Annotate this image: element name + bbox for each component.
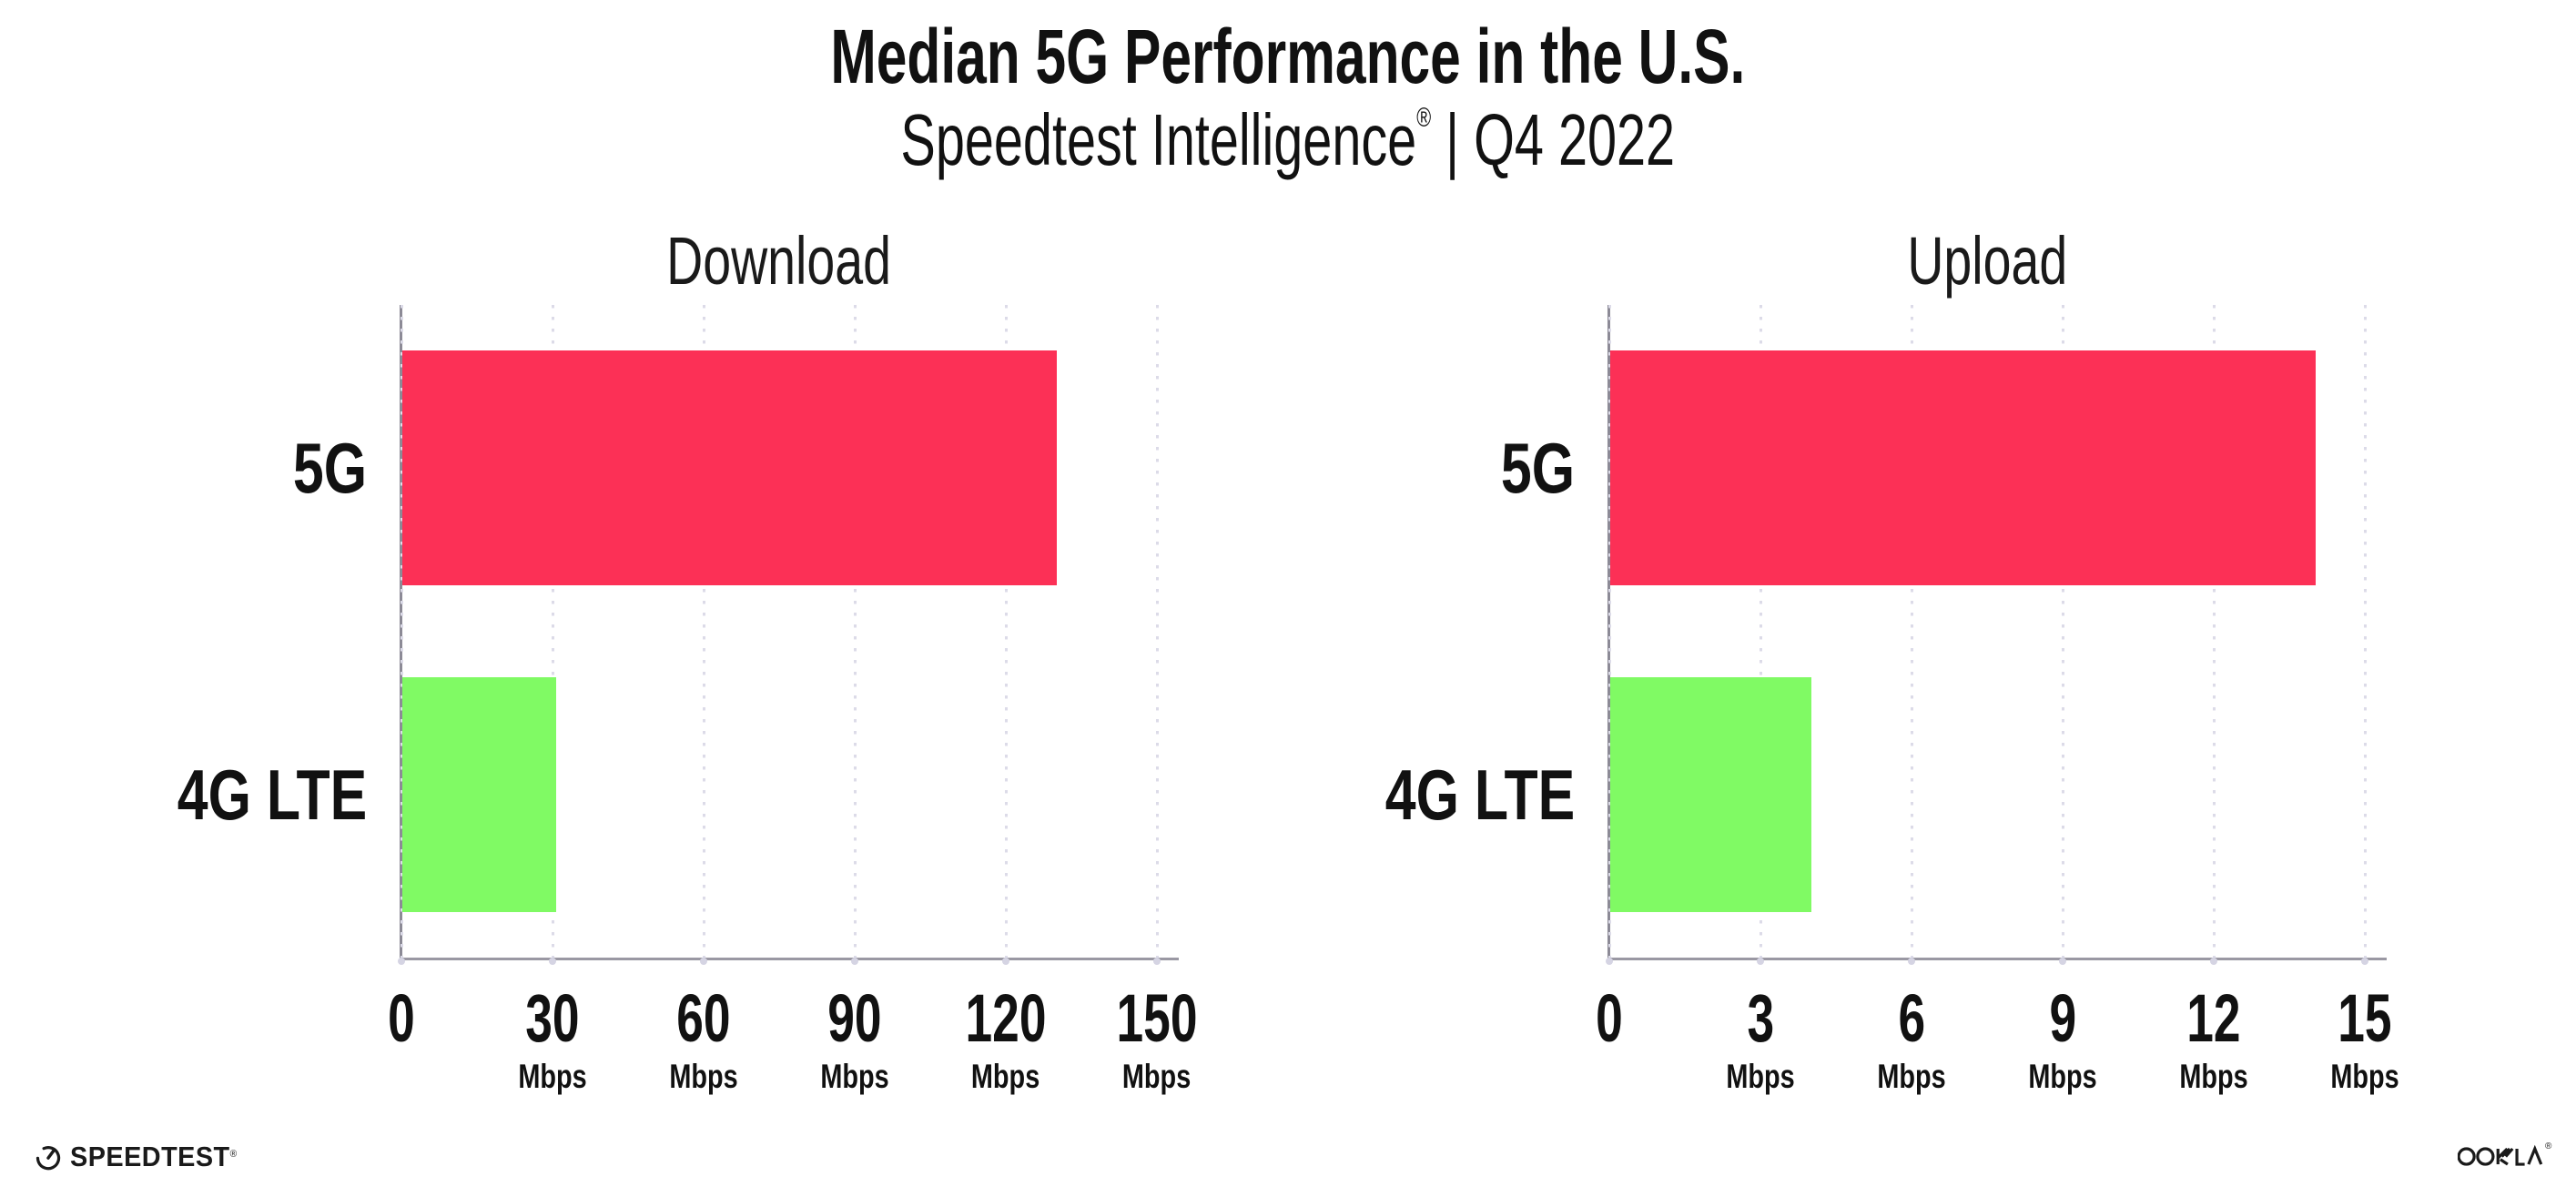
gridline-9: [2062, 305, 2064, 958]
x-tick-value: 15: [2338, 980, 2392, 1056]
x-tick-30: 30 Mbps: [509, 980, 597, 1095]
upload-chart: Upload 5G 4G LTE 0 3 Mbps 6 Mbps 9 Mbps 12 Mbps 1…: [1385, 223, 2399, 1094]
axis-tick-dot-0: [1606, 958, 1613, 965]
x-tick-value: 0: [1596, 980, 1623, 1056]
category-label-4g-lte: 4G LTE: [177, 754, 367, 835]
bar-4g-lte-download: [402, 676, 556, 912]
registered-mark-icon: ®: [2545, 1141, 2552, 1151]
gridline-0: [401, 305, 403, 958]
category-label-5g: 5G: [292, 428, 367, 509]
ookla-logo: ®: [2458, 1141, 2552, 1169]
x-tick-value: 90: [827, 980, 882, 1056]
ookla-wordmark-icon: [2458, 1144, 2543, 1166]
upload-category-labels: 5G 4G LTE: [1192, 305, 1575, 958]
download-chart-title: Download: [666, 223, 892, 299]
x-tick-unit: Mbps: [971, 1058, 1040, 1095]
speedtest-logo: SPEEDTEST®: [35, 1141, 249, 1172]
gauge-needle: [46, 1149, 56, 1160]
x-tick-unit: Mbps: [518, 1058, 587, 1095]
registered-mark-icon: ®: [1416, 103, 1432, 133]
axis-tick-dot-90: [851, 958, 858, 965]
axis-tick-dot-60: [700, 958, 707, 965]
gridline-3: [1760, 305, 1762, 958]
subtitle-brand: Speedtest Intelligence: [900, 99, 1417, 180]
download-chart: Download 5G 4G LTE 0 30 Mbps 60 Mbps 90 Mbps 12…: [177, 223, 1198, 1094]
axis-tick-dot-15: [2361, 958, 2368, 965]
x-tick-value: 60: [676, 980, 731, 1056]
x-tick-value: 12: [2186, 980, 2241, 1056]
x-tick-0: 0: [1590, 985, 1628, 1052]
upload-chart-title: Upload: [1907, 223, 2067, 299]
gridline-90: [854, 305, 857, 958]
axis-tick-dot-6: [1908, 958, 1915, 965]
axis-tick-dot-9: [2059, 958, 2066, 965]
upload-x-axis-ticks: 0 3 Mbps 6 Mbps 9 Mbps 12 Mbps 15 Mbps: [1596, 980, 2399, 1131]
page-subtitle: Speedtest Intelligence® | Q4 2022: [0, 102, 2576, 178]
x-tick-value: 9: [2049, 980, 2076, 1056]
gridline-6: [1911, 305, 1913, 958]
x-tick-unit: Mbps: [1122, 1058, 1192, 1095]
page-title-text: Median 5G Performance in the U.S.: [830, 14, 1746, 99]
x-tick-unit: Mbps: [1877, 1058, 1946, 1095]
gridline-15: [2364, 305, 2367, 958]
gridline-12: [2213, 305, 2216, 958]
x-tick-value: 30: [525, 980, 580, 1056]
subtitle-period: | Q4 2022: [1431, 99, 1676, 180]
download-x-axis-ticks: 0 30 Mbps 60 Mbps 90 Mbps 120 Mbps 150 Mbps: [388, 980, 1197, 1131]
page-title: Median 5G Performance in the U.S.: [0, 16, 2576, 96]
gridline-30: [552, 305, 554, 958]
x-tick-0: 0: [382, 985, 420, 1052]
speedtest-gauge-icon: [35, 1146, 61, 1171]
x-tick-unit: Mbps: [820, 1058, 889, 1095]
x-tick-60: 60 Mbps: [660, 980, 748, 1095]
x-tick-unit: Mbps: [2330, 1058, 2399, 1095]
x-tick-value: 6: [1898, 980, 1925, 1056]
x-tick-120: 120 Mbps: [949, 980, 1061, 1095]
x-axis-line: [1607, 958, 2387, 960]
axis-tick-dot-12: [2210, 958, 2217, 965]
x-tick-value: 120: [965, 980, 1047, 1056]
x-tick-12: 12 Mbps: [2170, 980, 2258, 1095]
axis-tick-dot-0: [398, 958, 405, 965]
category-label-5g: 5G: [1500, 428, 1575, 509]
axis-tick-dot-30: [549, 958, 556, 965]
axis-tick-dot-120: [1002, 958, 1009, 965]
category-label-4g-lte: 4G LTE: [1384, 754, 1575, 835]
download-category-labels: 5G 4G LTE: [0, 305, 367, 958]
x-tick-unit: Mbps: [669, 1058, 738, 1095]
bar-4g-lte-upload: [1610, 676, 1812, 912]
x-tick-9: 9 Mbps: [2019, 980, 2107, 1095]
x-tick-3: 3 Mbps: [1717, 980, 1805, 1095]
x-tick-15: 15 Mbps: [2321, 980, 2409, 1095]
download-plot-area: [398, 305, 1179, 965]
bar-5g-download: [402, 350, 1058, 586]
gridline-150: [1156, 305, 1159, 958]
gridline-0: [1608, 305, 1611, 958]
axis-tick-dot-150: [1153, 958, 1161, 965]
gridline-120: [1005, 305, 1008, 958]
x-tick-value: 150: [1116, 980, 1198, 1056]
x-tick-6: 6 Mbps: [1868, 980, 1956, 1095]
axis-tick-dot-3: [1757, 958, 1764, 965]
x-tick-unit: Mbps: [2179, 1058, 2248, 1095]
x-tick-90: 90 Mbps: [811, 980, 899, 1095]
x-tick-150: 150 Mbps: [1100, 980, 1212, 1095]
x-axis-line: [400, 958, 1179, 960]
x-tick-unit: Mbps: [2028, 1058, 2097, 1095]
gridline-60: [703, 305, 705, 958]
x-tick-value: 3: [1747, 980, 1774, 1056]
x-tick-value: 0: [388, 980, 415, 1056]
registered-mark-icon: ®: [229, 1149, 238, 1160]
upload-plot-area: [1606, 305, 2387, 965]
speedtest-wordmark: SPEEDTEST®: [70, 1141, 238, 1172]
bar-5g-upload: [1610, 350, 2316, 586]
x-tick-unit: Mbps: [1726, 1058, 1795, 1095]
